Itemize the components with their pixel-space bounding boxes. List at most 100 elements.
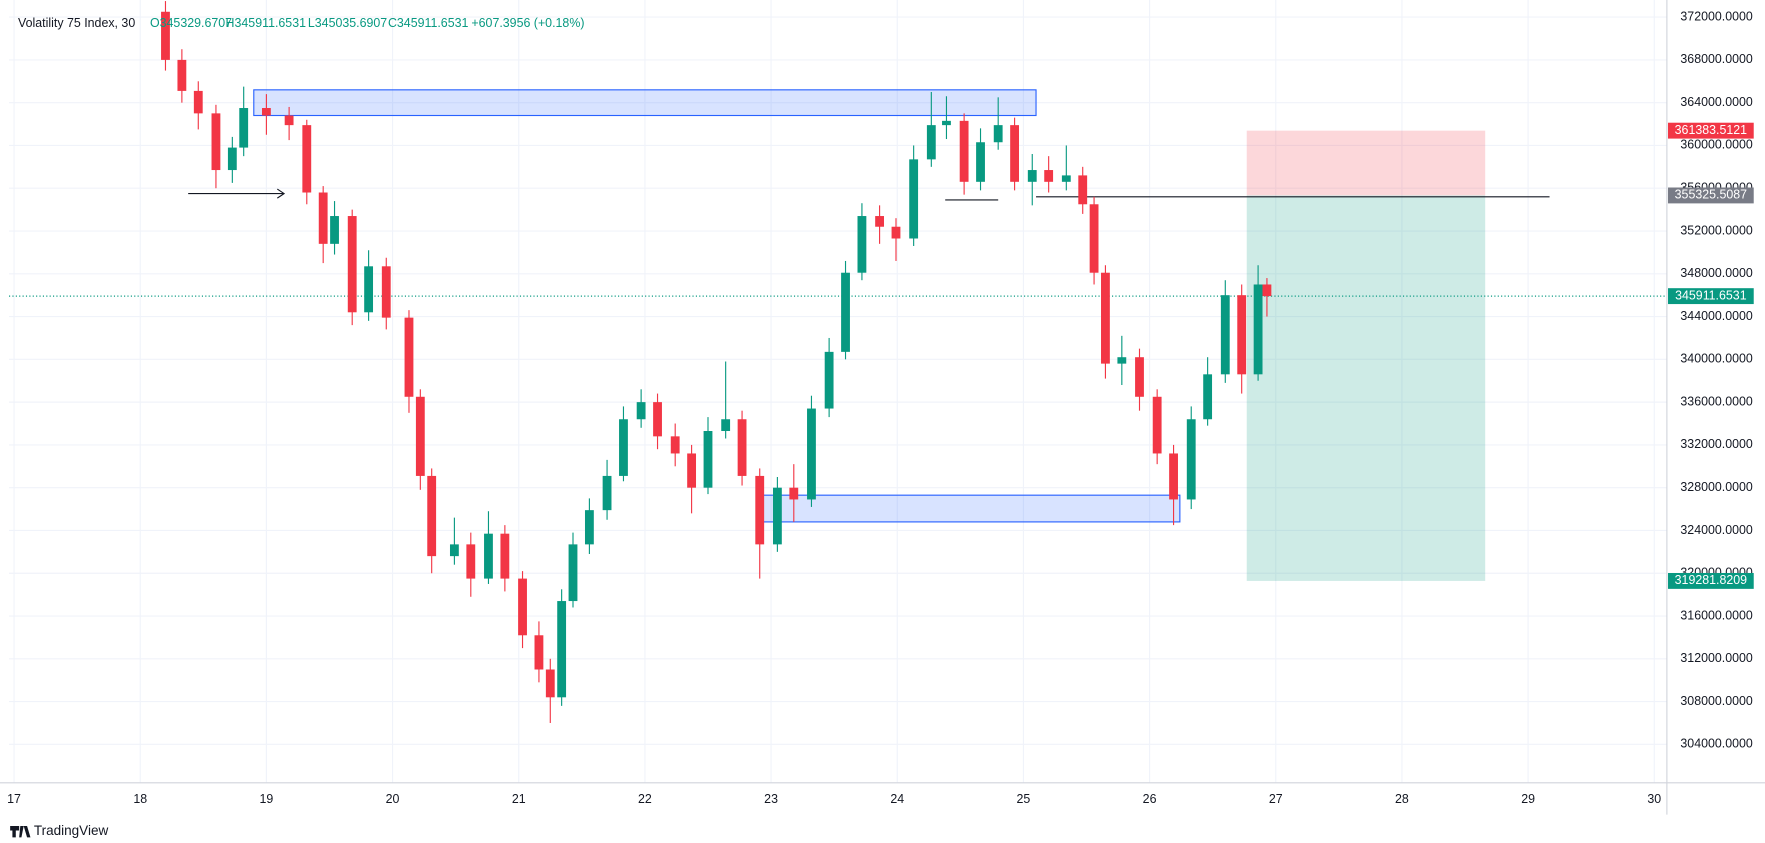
candle-body [466, 544, 476, 579]
price-label: 361383.5121 [1675, 123, 1747, 137]
candle-body [227, 147, 237, 171]
candle-body [653, 402, 662, 437]
candle-body [193, 90, 203, 114]
candle-body [1220, 295, 1230, 375]
y-tick-label: 344000.0000 [1680, 309, 1752, 323]
candle-body [1152, 396, 1162, 454]
candle-body [1061, 175, 1071, 182]
y-tick-label: 308000.0000 [1680, 694, 1752, 708]
price-label: 355325.5087 [1675, 188, 1747, 202]
y-tick-label: 324000.0000 [1680, 523, 1752, 537]
y-tick-label: 372000.0000 [1680, 9, 1752, 23]
y-tick-label: 352000.0000 [1680, 223, 1752, 237]
x-tick-label: 18 [133, 792, 147, 806]
candle-body [1237, 295, 1247, 375]
candle-body [261, 108, 271, 116]
ohlc-low: L345035.6907 [308, 16, 387, 30]
candle-body [347, 216, 357, 313]
candle-body [1169, 453, 1178, 500]
candle-body [737, 419, 747, 476]
candle-body [875, 216, 885, 227]
y-tick-label: 368000.0000 [1680, 52, 1752, 66]
candle-body [755, 475, 765, 545]
candle-body [1253, 284, 1263, 375]
axes: 304000.0000 308000.0000 312000.0000 316000.… [0, 0, 1765, 815]
x-tick-label: 17 [7, 792, 21, 806]
x-tick-label: 30 [1647, 792, 1661, 806]
candle-body [1186, 419, 1196, 500]
candle-body [161, 11, 170, 60]
x-tick-label: 21 [512, 792, 526, 806]
candle-body [789, 487, 799, 500]
candle-body [1135, 357, 1144, 397]
candle-body [1027, 170, 1037, 182]
candle-body [976, 142, 985, 182]
drawings [9, 89, 1667, 581]
candle-body [891, 226, 901, 239]
x-tick-label: 23 [764, 792, 778, 806]
candle-body [807, 408, 816, 500]
candle-body [1010, 125, 1020, 182]
candle-body [1044, 170, 1054, 182]
candle-body [518, 578, 527, 636]
ohlc-open: O345329.6707 [150, 16, 232, 30]
candle-body [942, 120, 951, 126]
candle-body [449, 544, 459, 557]
y-tick-label: 336000.0000 [1680, 394, 1752, 408]
x-tick-label: 26 [1143, 792, 1157, 806]
x-tick-label: 28 [1395, 792, 1409, 806]
candle-body [959, 120, 969, 182]
candle-body [857, 216, 867, 273]
y-tick-label: 340000.0000 [1680, 352, 1752, 366]
grid [9, 0, 1667, 783]
header: Volatility 75 Index, 30 O345329.6707 H34… [18, 16, 584, 30]
zone-box [756, 494, 1181, 523]
brand-name: TradingView [34, 823, 109, 838]
brand: TradingView [10, 823, 108, 838]
candle-body [404, 317, 414, 397]
candle-body [364, 266, 374, 313]
candle-body [557, 601, 567, 698]
candle-body [619, 419, 628, 476]
candle-body [926, 125, 936, 160]
candle-body [381, 266, 391, 318]
y-tick-label: 328000.0000 [1680, 480, 1752, 494]
candle-body [330, 216, 339, 244]
x-tick-label: 24 [890, 792, 904, 806]
ohlc-high: H345911.6531 [226, 16, 307, 30]
candle-body [703, 431, 713, 488]
candle-body [772, 487, 782, 545]
ohlc-close: C345911.6531 [388, 16, 469, 30]
candle-body [670, 436, 680, 454]
x-tick-label: 19 [260, 792, 274, 806]
zone-box [253, 89, 1037, 117]
ohlc-change: +607.3956 (+0.18%) [471, 16, 584, 30]
arrow [188, 188, 286, 199]
candle-body [568, 544, 578, 602]
candle-body [721, 419, 731, 432]
candle-body [1089, 204, 1099, 273]
candle-body [1101, 272, 1110, 364]
candle-body [302, 125, 312, 193]
candle-body [993, 125, 1003, 143]
candle-body [841, 272, 850, 352]
x-tick-label: 25 [1017, 792, 1031, 806]
candle-body [636, 402, 646, 420]
candle-body [1262, 284, 1272, 297]
candles [161, 1, 1272, 723]
y-tick-label: 316000.0000 [1680, 608, 1752, 622]
y-tick-label: 304000.0000 [1680, 737, 1752, 751]
candle-body [427, 475, 437, 557]
price-label: 345911.6531 [1675, 288, 1747, 302]
symbol-title: Volatility 75 Index, 30 [18, 16, 135, 30]
candle-body [1078, 175, 1088, 205]
candle-body [1203, 374, 1213, 420]
price-label-box [1668, 288, 1754, 305]
candle-body [584, 510, 594, 545]
position-stop-zone [1246, 130, 1486, 196]
price-label: 319281.8209 [1675, 573, 1747, 587]
candle-body [211, 113, 221, 171]
x-tick-label: 22 [638, 792, 652, 806]
